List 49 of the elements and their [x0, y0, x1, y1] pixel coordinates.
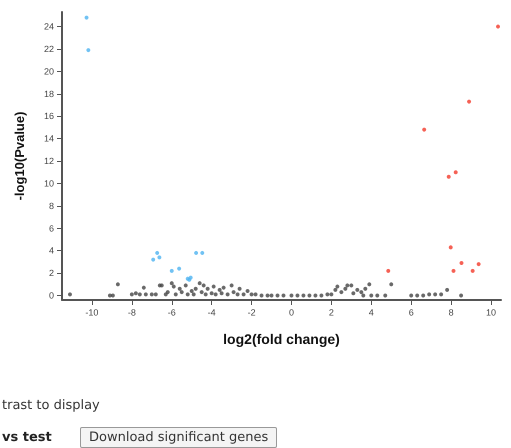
point	[155, 250, 160, 255]
point	[194, 250, 198, 255]
y-tick-label: 10	[44, 178, 54, 188]
point	[151, 258, 156, 262]
y-tick-label: 22	[44, 44, 54, 54]
point	[470, 268, 475, 273]
x-tick-label: 0	[288, 308, 294, 318]
point	[200, 250, 204, 255]
x-tick-label: 2	[328, 308, 334, 318]
point	[422, 128, 426, 132]
y-tick-label: 6	[48, 223, 54, 234]
y-tick-label: 0	[48, 290, 54, 301]
x-tick-label: -8	[128, 308, 136, 318]
point	[467, 100, 472, 104]
point	[452, 268, 456, 273]
point	[84, 16, 89, 20]
y-tick-label: 24	[44, 22, 54, 32]
point	[446, 174, 451, 179]
point	[386, 268, 390, 273]
x-tick-label: -2	[248, 308, 256, 318]
y-tick-label: 2	[48, 268, 54, 278]
y-tick-label: 14	[44, 134, 54, 144]
y-axis-title: -log10(Pvalue)	[12, 112, 27, 200]
point	[496, 24, 500, 29]
point	[170, 268, 174, 273]
x-tick-label: -6	[168, 308, 176, 318]
x-tick-label: 4	[368, 308, 374, 318]
x-tick-label: 10	[486, 308, 496, 318]
point	[454, 170, 458, 174]
text: trast to display	[2, 398, 100, 413]
x-tick-label: 6	[408, 308, 414, 318]
point	[448, 245, 453, 250]
y-tick-label: 12	[44, 156, 54, 166]
x-tick-label: -4	[208, 308, 216, 318]
y-tick-label: 16	[44, 111, 54, 122]
point	[177, 266, 182, 271]
point	[459, 261, 464, 266]
y-tick-label: 20	[44, 66, 54, 76]
y-tick-label: 18	[44, 88, 54, 99]
point	[157, 255, 162, 260]
x-tick-label: -10	[85, 308, 98, 318]
download-button: Download significant genes	[80, 427, 278, 448]
text: vs test	[2, 430, 52, 445]
y-tick-label: 8	[48, 200, 54, 211]
x-axis-title: log2(fold change)	[223, 331, 340, 347]
point	[476, 262, 481, 266]
point	[86, 48, 90, 52]
x-tick-label: 8	[448, 308, 454, 318]
y-tick-label: 4	[48, 246, 54, 256]
